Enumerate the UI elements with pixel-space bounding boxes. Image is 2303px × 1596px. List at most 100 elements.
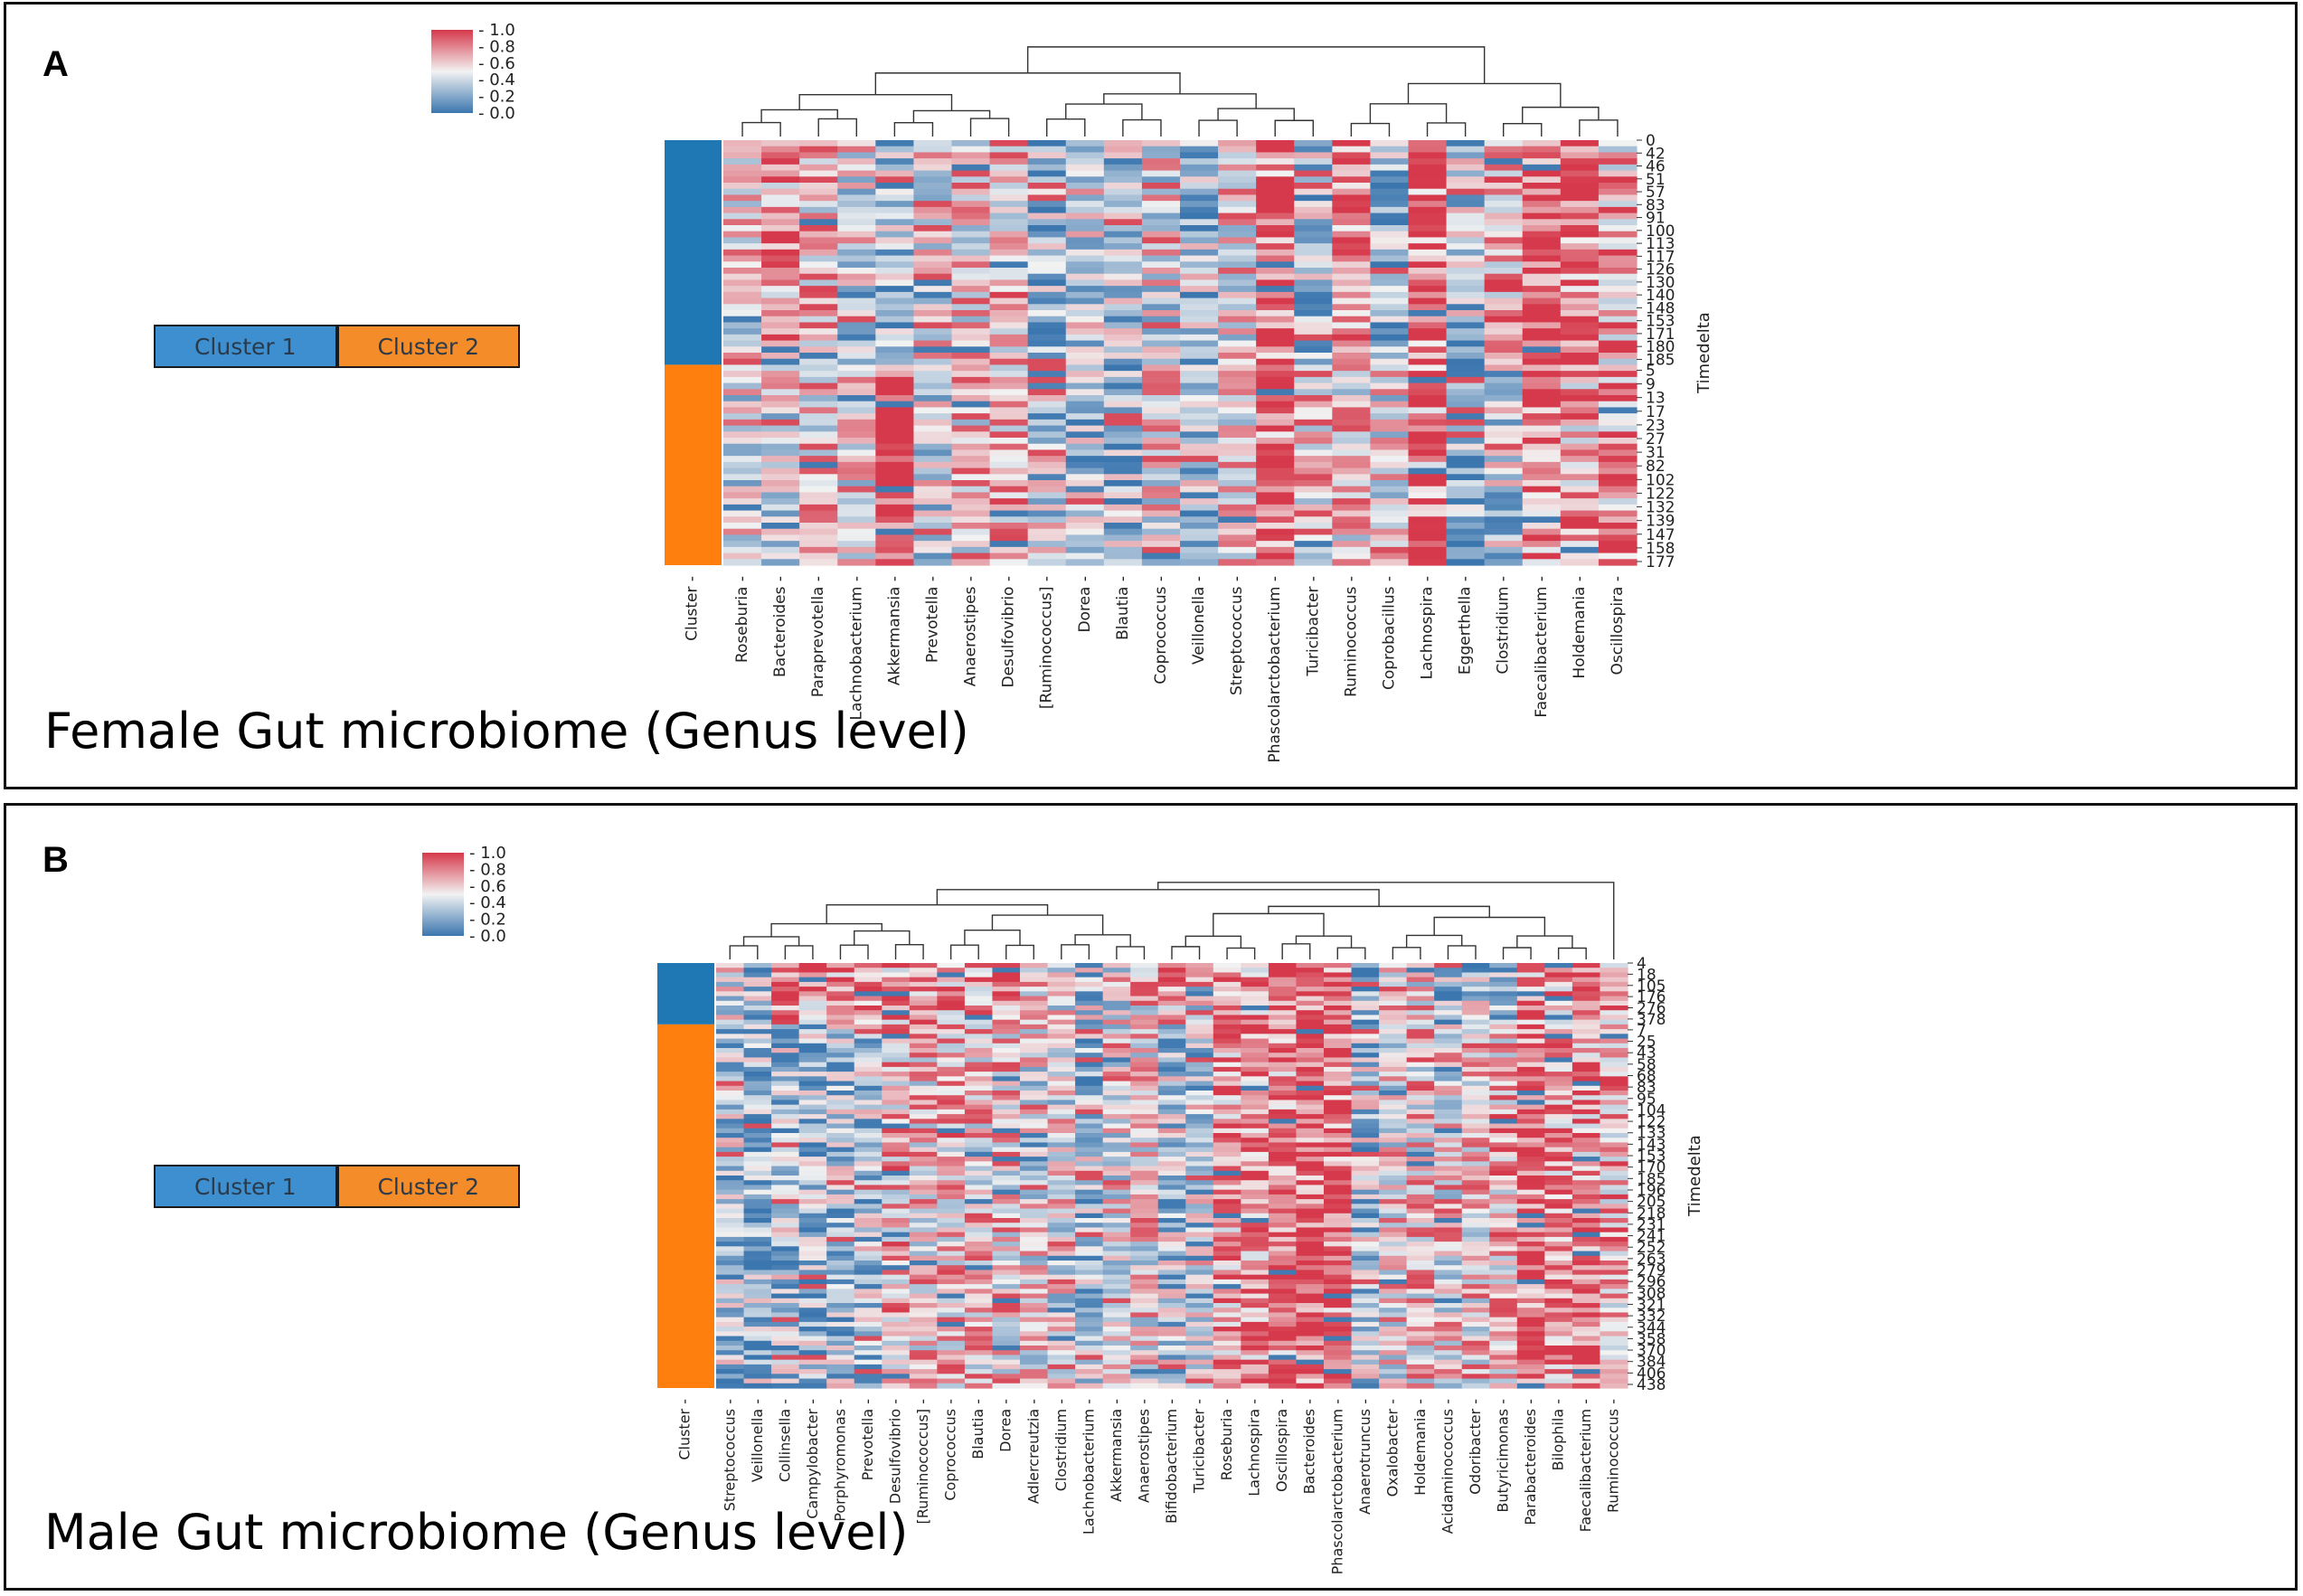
heatmap-cell <box>1296 1038 1325 1044</box>
heatmap-cell <box>771 1232 800 1238</box>
heatmap-cell <box>1406 1095 1435 1101</box>
heatmap-cell <box>1296 1279 1325 1285</box>
heatmap-cell <box>837 279 876 287</box>
heatmap-cell <box>1185 977 1214 983</box>
heatmap-cell <box>1256 552 1295 560</box>
heatmap-cell <box>1324 1208 1353 1214</box>
heatmap-cell <box>1180 534 1219 542</box>
heatmap-cell <box>1213 1024 1241 1030</box>
heatmap-cell <box>989 541 1029 548</box>
heatmap-cell <box>1268 1157 1298 1162</box>
row-tick-label: 17 <box>1646 403 1666 421</box>
heatmap-cell <box>723 183 762 190</box>
heatmap-cell <box>913 188 953 196</box>
heatmap-cell <box>1489 1091 1518 1096</box>
heatmap-cell <box>1544 1015 1573 1021</box>
heatmap-cell <box>1351 1374 1380 1380</box>
row-tick-label: 205 <box>1637 1194 1666 1212</box>
heatmap-cell <box>771 1100 800 1106</box>
heatmap-cell <box>1157 1232 1186 1238</box>
heatmap-cell <box>798 1142 827 1148</box>
heatmap-cell <box>989 401 1029 409</box>
heatmap-cell <box>1065 152 1105 159</box>
heatmap-cell <box>826 1038 855 1044</box>
heatmap-cell <box>799 371 838 378</box>
heatmap-cell <box>1406 1255 1435 1261</box>
heatmap-cell <box>1180 273 1219 281</box>
heatmap-cell <box>1130 1298 1159 1304</box>
heatmap-cell <box>743 1176 772 1181</box>
heatmap-cell <box>1324 1317 1353 1323</box>
heatmap-cell <box>1268 1034 1298 1040</box>
heatmap-cell <box>1241 1180 1269 1186</box>
heatmap-cell <box>1572 1006 1601 1011</box>
heatmap-cell <box>1600 1261 1628 1266</box>
heatmap-cell <box>826 1374 855 1380</box>
heatmap-cell <box>716 1270 745 1276</box>
heatmap-cell <box>1180 334 1219 342</box>
heatmap-cell <box>771 977 800 983</box>
heatmap-cell <box>1296 1327 1325 1332</box>
heatmap-cell <box>1047 1227 1076 1233</box>
heatmap-cell <box>913 297 953 305</box>
heatmap-cell <box>1268 1303 1298 1308</box>
heatmap-cell <box>1351 1274 1380 1280</box>
heatmap-cell <box>799 146 838 154</box>
heatmap-cell <box>1218 268 1257 275</box>
heatmap-cell <box>771 1265 800 1271</box>
heatmap-cell <box>1446 237 1486 244</box>
heatmap-cell <box>1516 1024 1545 1030</box>
heatmap-cell <box>1180 438 1219 445</box>
heatmap-cell <box>1185 1015 1214 1021</box>
heatmap-cell <box>1434 1104 1463 1110</box>
heatmap-cell <box>1406 1246 1435 1252</box>
heatmap-cell <box>1157 1199 1186 1204</box>
heatmap-cell <box>1218 340 1257 347</box>
heatmap-cell <box>854 1251 883 1257</box>
heatmap-cell <box>761 286 800 293</box>
heatmap-cell <box>1157 1194 1186 1200</box>
heatmap-cell <box>909 1085 938 1091</box>
heatmap-cell <box>1600 1081 1628 1087</box>
heatmap-cell <box>1461 1364 1490 1370</box>
heatmap-cell <box>1522 425 1562 432</box>
heatmap-cell <box>1241 1265 1269 1271</box>
heatmap-cell <box>837 273 876 281</box>
heatmap-cell <box>1370 206 1410 214</box>
heatmap-cell <box>1180 322 1219 329</box>
heatmap-cell <box>1560 461 1600 469</box>
heatmap-cell <box>1516 1321 1545 1327</box>
heatmap-cell <box>1130 1043 1159 1049</box>
heatmap-cell <box>1213 1085 1241 1091</box>
heatmap-cell <box>937 1327 966 1332</box>
heatmap-cell <box>992 1123 1021 1129</box>
heatmap-cell <box>723 371 762 378</box>
heatmap-cell <box>1130 1085 1159 1091</box>
heatmap-cell <box>1351 1289 1380 1295</box>
heatmap-cell <box>1185 1076 1214 1082</box>
heatmap-cell <box>1185 1312 1214 1318</box>
heatmap-cell <box>1572 1199 1601 1204</box>
heatmap-cell <box>1484 346 1524 354</box>
heatmap-cell <box>909 1180 938 1186</box>
heatmap-cell <box>799 249 838 257</box>
cluster-legend: Cluster 1 Cluster 2 <box>154 325 520 368</box>
heatmap-cell <box>1406 1369 1435 1374</box>
heatmap-cell <box>1324 1114 1353 1119</box>
heatmap-cell <box>1572 1029 1601 1034</box>
heatmap-cell <box>1484 291 1524 299</box>
heatmap-cell <box>1296 1303 1325 1308</box>
heatmap-cell <box>1560 552 1600 560</box>
heatmap-cell <box>1020 1081 1049 1087</box>
heatmap-cell <box>1560 559 1600 566</box>
heatmap-cell <box>989 279 1029 287</box>
heatmap-cell <box>1027 183 1067 190</box>
heatmap-cell <box>1544 1109 1573 1115</box>
heatmap-cell <box>1461 1317 1490 1323</box>
heatmap-cell <box>1600 1133 1628 1138</box>
heatmap-cell <box>1103 449 1143 457</box>
heatmap-cell <box>1489 972 1518 978</box>
heatmap-cell <box>964 1293 994 1299</box>
heatmap-cell <box>1522 353 1562 360</box>
heatmap-cell <box>854 1350 883 1356</box>
